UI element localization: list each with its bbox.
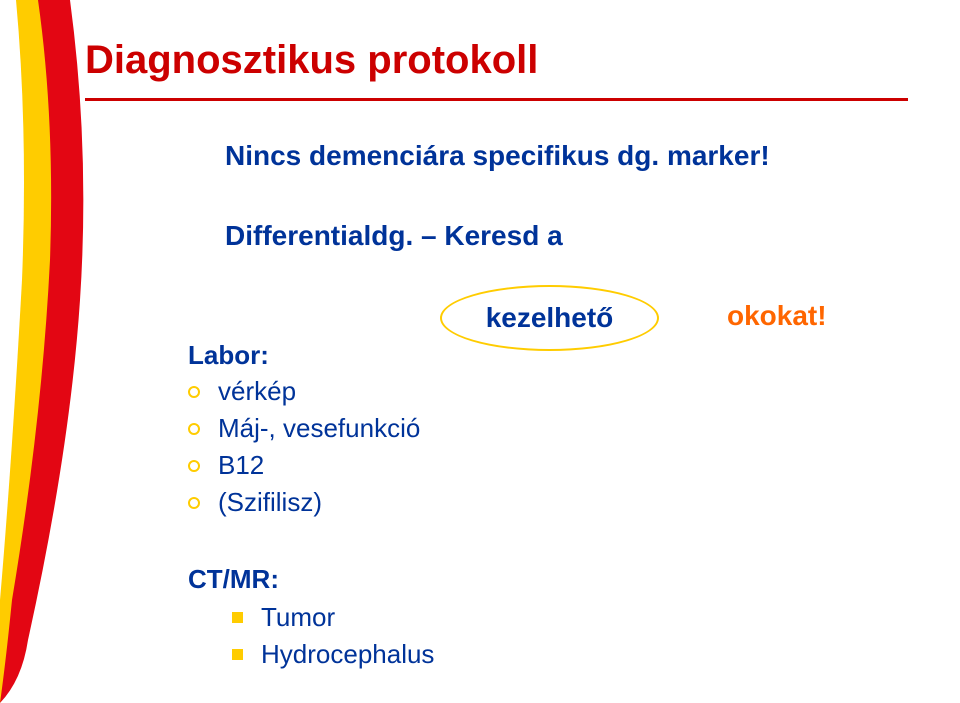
highlight-ellipse: kezelhető — [440, 285, 659, 351]
labor-item-label: (Szifilisz) — [218, 487, 322, 518]
list-item: Hydrocephalus — [232, 639, 434, 670]
ctmr-heading: CT/MR: — [188, 564, 279, 595]
square-bullet-icon — [232, 612, 243, 623]
ctmr-item-label: Tumor — [261, 602, 335, 633]
list-item: Máj-, vesefunkció — [188, 413, 420, 444]
ctmr-item-label: Hydrocephalus — [261, 639, 434, 670]
okokat-text: okokat! — [727, 300, 827, 332]
title-underline — [85, 98, 908, 101]
subtitle-line-1: Nincs demenciára specifikus dg. marker! — [225, 140, 770, 172]
labor-item-label: B12 — [218, 450, 264, 481]
labor-heading: Labor: — [188, 340, 269, 371]
labor-list: vérkép Máj-, vesefunkció B12 (Szifilisz) — [188, 376, 420, 524]
list-item: Tumor — [232, 602, 434, 633]
list-item: vérkép — [188, 376, 420, 407]
circle-bullet-icon — [188, 460, 200, 472]
slide-title: Diagnosztikus protokoll — [85, 38, 538, 83]
circle-bullet-icon — [188, 497, 200, 509]
subtitle-line-2: Differentialdg. – Keresd a — [225, 220, 563, 252]
slide: Diagnosztikus protokoll Nincs demenciára… — [0, 0, 960, 703]
list-item: (Szifilisz) — [188, 487, 420, 518]
corner-decoration — [0, 0, 95, 703]
square-bullet-icon — [232, 649, 243, 660]
labor-item-label: vérkép — [218, 376, 296, 407]
ellipse-text: kezelhető — [486, 302, 614, 334]
circle-bullet-icon — [188, 386, 200, 398]
list-item: B12 — [188, 450, 420, 481]
circle-bullet-icon — [188, 423, 200, 435]
ctmr-list: Tumor Hydrocephalus — [232, 602, 434, 676]
labor-item-label: Máj-, vesefunkció — [218, 413, 420, 444]
